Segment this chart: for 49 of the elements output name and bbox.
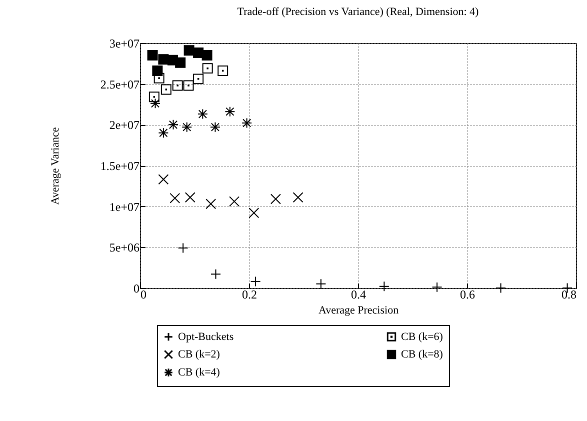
point xyxy=(154,72,164,84)
point xyxy=(150,98,161,109)
legend-label: CB (k=2) xyxy=(178,348,220,360)
x-tick-label: 0.2 xyxy=(242,288,257,302)
x-axis-title: Average Precision xyxy=(318,304,400,316)
y-tick-label: 1.5e+07 xyxy=(100,159,140,173)
point xyxy=(193,48,204,58)
point xyxy=(182,122,192,132)
legend-label: CB (k=6) xyxy=(401,330,444,343)
point xyxy=(160,84,172,95)
point xyxy=(229,196,240,207)
point xyxy=(148,92,160,102)
point xyxy=(193,74,204,84)
y-tick-label: 5e+06 xyxy=(109,240,140,255)
point xyxy=(292,192,304,203)
y-axis-title: Average Variance xyxy=(49,127,62,205)
point xyxy=(172,80,183,91)
point xyxy=(184,192,196,203)
point xyxy=(218,66,228,76)
point xyxy=(197,108,208,120)
y-tick-label: 2.5e+07 xyxy=(100,77,140,92)
x-tick-label: 0.6 xyxy=(460,288,475,302)
point xyxy=(270,194,281,204)
point xyxy=(206,198,216,210)
y-tick-label: 3e+07 xyxy=(109,36,140,50)
chart-title: Trade-off (Precision vs Variance) (Real, Dimension: 4) xyxy=(237,6,480,18)
point xyxy=(158,128,169,138)
legend-label: Opt-Buckets xyxy=(178,330,234,343)
point xyxy=(158,174,169,185)
point xyxy=(202,50,212,60)
legend-label: CB (k=4) xyxy=(178,366,220,378)
point xyxy=(168,119,178,130)
legend-label: CB (k=8) xyxy=(401,348,444,360)
point xyxy=(152,66,163,76)
point xyxy=(183,80,194,91)
point xyxy=(175,57,186,68)
y-tick-label: 2e+07 xyxy=(109,118,140,132)
point xyxy=(170,192,180,204)
point xyxy=(202,63,213,74)
x-tick-label: 0.8 xyxy=(562,288,576,302)
y-tick-label: 1e+07 xyxy=(109,200,140,214)
point xyxy=(147,50,158,60)
point xyxy=(224,106,236,117)
point xyxy=(248,208,260,218)
point xyxy=(184,45,194,56)
point xyxy=(158,54,169,65)
point xyxy=(210,122,220,132)
point xyxy=(242,118,252,128)
x-tick-label: 0.4 xyxy=(351,288,366,302)
